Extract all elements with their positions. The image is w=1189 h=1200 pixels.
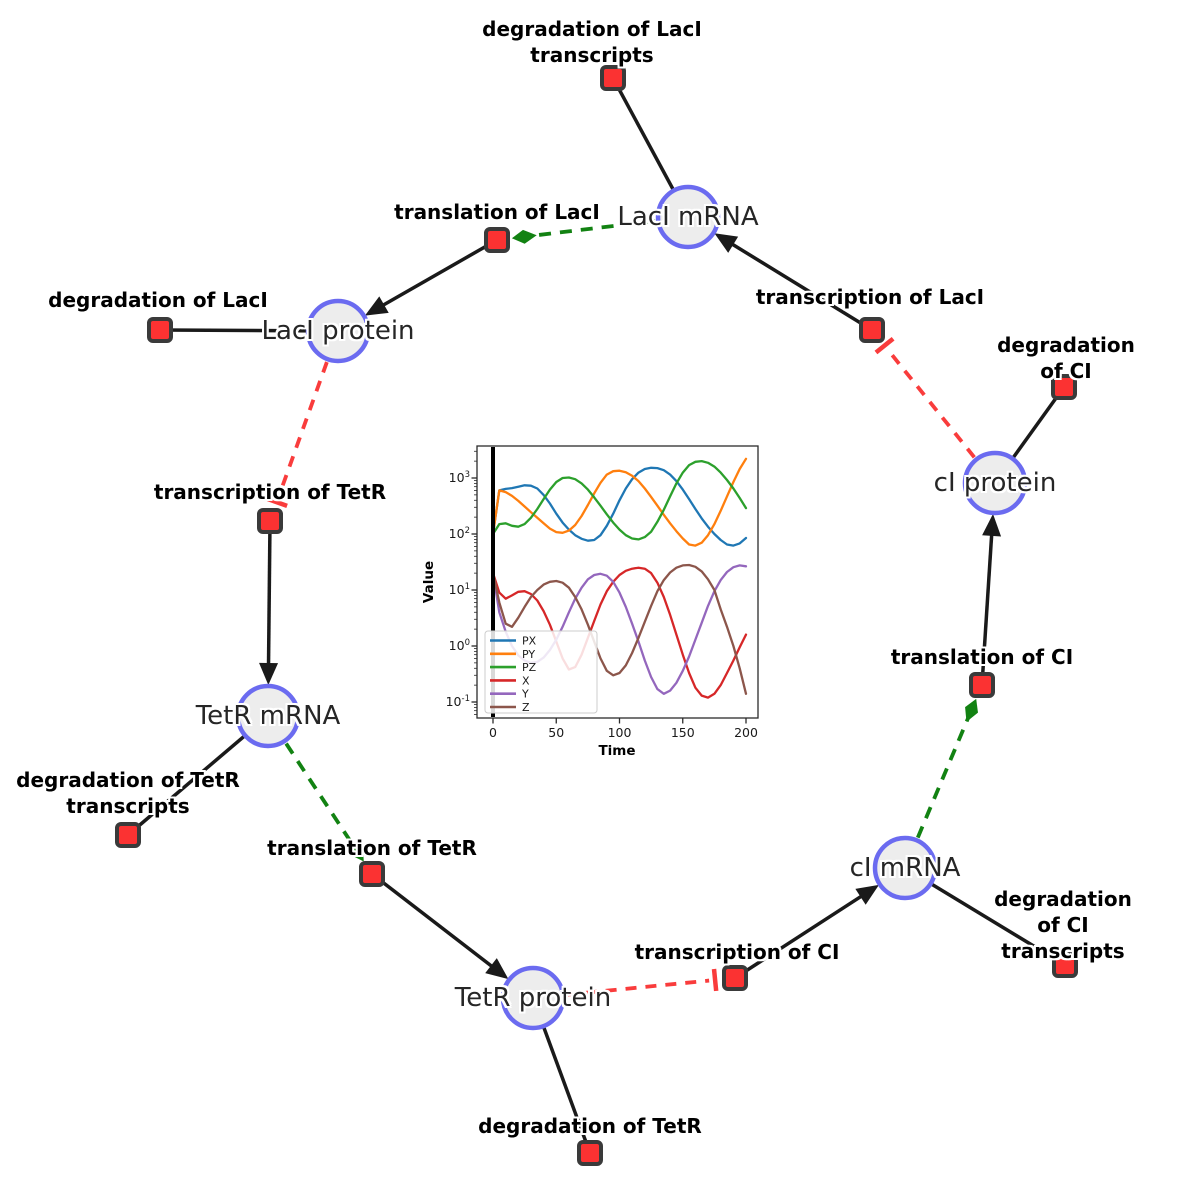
chart-series — [491, 457, 748, 699]
x-axis-title: Time — [598, 743, 635, 759]
legend-item-X: X — [490, 674, 530, 687]
reaction-label-transcription-tetR: transcription of TetR — [153, 480, 387, 504]
species-label-lacI-protein: LacI protein — [261, 316, 415, 346]
reaction-node-deg_tetR[interactable] — [577, 1140, 603, 1166]
reaction-node-translation_cI[interactable] — [969, 672, 995, 698]
reaction-node-deg_cI_tr[interactable] — [1052, 952, 1078, 978]
series-PX-line — [491, 466, 748, 547]
svg-text:Y: Y — [521, 688, 529, 701]
reaction-label-degradation-cI-transcripts: degradation of CI transcripts — [994, 887, 1132, 963]
edge-tetR_protein-transcription_cI — [565, 968, 719, 997]
species-node-tetR_protein[interactable] — [500, 965, 566, 1031]
reaction-node-translation_tetR[interactable] — [359, 861, 385, 887]
reaction-label-degradation-tetR: degradation of TetR — [478, 1114, 702, 1138]
legend-item-Z: Z — [490, 701, 530, 714]
svg-text:PX: PX — [522, 635, 537, 648]
legend-item-PX: PX — [490, 635, 537, 648]
svg-text:PZ: PZ — [522, 661, 537, 674]
reaction-node-deg_tetR_tr[interactable] — [115, 822, 141, 848]
reaction-node-deg_lacI[interactable] — [147, 317, 173, 343]
reaction-label-transcription-lacI: transcription of LacI — [755, 285, 985, 309]
edge-translation_cI-cI_protein — [980, 513, 1002, 686]
svg-text:150: 150 — [671, 725, 695, 740]
svg-text:0: 0 — [489, 725, 497, 740]
reaction-label-degradation-tetR-transcripts: degradation of TetR transcripts — [16, 768, 240, 818]
species-node-lacI_protein[interactable] — [305, 298, 371, 364]
reaction-node-deg_cI[interactable] — [1051, 374, 1077, 400]
edge-tetR_mRNA-translation_tetR — [284, 742, 364, 862]
species-node-cI_mRNA[interactable] — [872, 835, 938, 901]
chart-frame — [476, 445, 759, 719]
reaction-label-degradation-lacI-transcripts: degradation of LacI transcripts — [482, 17, 702, 67]
species-node-lacI_mRNA[interactable] — [655, 184, 721, 250]
reaction-node-translation_lacI[interactable] — [484, 227, 510, 253]
y-axis-ticks: 103 102 101 100 10-1 — [446, 450, 477, 715]
reaction-node-transcription_tetR[interactable] — [257, 508, 283, 534]
y-axis-title: Value — [421, 561, 437, 603]
svg-text:100: 100 — [608, 725, 632, 740]
edge-cI_mRNA-translation_cI — [916, 698, 978, 839]
time-series-inset-chart: 0 50 100 150 20010310210110010-1TimeValuePXP… — [421, 445, 759, 759]
svg-text:PY: PY — [522, 648, 535, 661]
species-label-cI-protein: cI protein — [933, 468, 1057, 498]
svg-text:10-1: 10-1 — [446, 694, 470, 709]
series-X-line — [491, 566, 748, 699]
edge-translation_tetR-tetR_protein — [370, 872, 509, 980]
series-Z-line — [491, 563, 748, 695]
reaction-node-transcription_lacI[interactable] — [859, 317, 885, 343]
svg-text:Z: Z — [522, 701, 530, 714]
svg-text:100: 100 — [449, 638, 470, 653]
reaction-label-degradation-cI: degradation of CI — [997, 333, 1135, 383]
reaction-label-degradation-lacI: degradation of LacI — [48, 288, 268, 312]
svg-text:103: 103 — [449, 470, 470, 485]
edge-translation_lacI-lacI_protein — [364, 238, 498, 316]
series-PZ-line — [491, 459, 748, 541]
svg-text:102: 102 — [449, 526, 470, 541]
species-label-tetR-protein: TetR protein — [454, 983, 612, 1013]
reaction-label-translation-cI: translation of CI — [890, 645, 1074, 669]
svg-text:101: 101 — [449, 582, 470, 597]
legend-item-PZ: PZ — [490, 661, 537, 674]
edge-transcription_cI-cI_mRNA — [734, 884, 879, 980]
reaction-label-translation-tetR: translation of TetR — [267, 836, 477, 860]
reaction-label-transcription-cI: transcription of CI — [634, 940, 840, 964]
legend-item-PY: PY — [490, 648, 535, 661]
species-label-cI-mRNA: cI mRNA — [849, 853, 961, 883]
species-label-tetR-mRNA: TetR mRNA — [195, 701, 341, 731]
edge-transcription_lacI-lacI_mRNA — [714, 233, 873, 332]
svg-text:X: X — [522, 674, 530, 687]
reaction-label-translation-lacI: translation of LacI — [394, 200, 600, 224]
species-node-tetR_mRNA[interactable] — [235, 683, 301, 749]
species-label-lacI-mRNA: LacI mRNA — [617, 202, 759, 232]
edge-lacI_mRNA-translation_lacI — [511, 219, 656, 244]
legend-item-Y: Y — [490, 688, 529, 701]
series-PY-line — [491, 457, 748, 547]
species-node-cI_protein[interactable] — [962, 450, 1028, 516]
svg-text:50: 50 — [548, 725, 564, 740]
reaction-node-deg_lacI_tr[interactable] — [600, 65, 626, 91]
edge-transcription_tetR-tetR_mRNA — [259, 520, 279, 686]
edge-lacI_protein-transcription_tetR — [265, 361, 329, 508]
x-axis-ticks: 0 50 100 150 200 — [489, 718, 758, 740]
reaction-node-transcription_cI[interactable] — [722, 965, 748, 991]
edge-cI_protein-transcription_lacI — [874, 336, 976, 459]
svg-text:200: 200 — [734, 725, 758, 740]
